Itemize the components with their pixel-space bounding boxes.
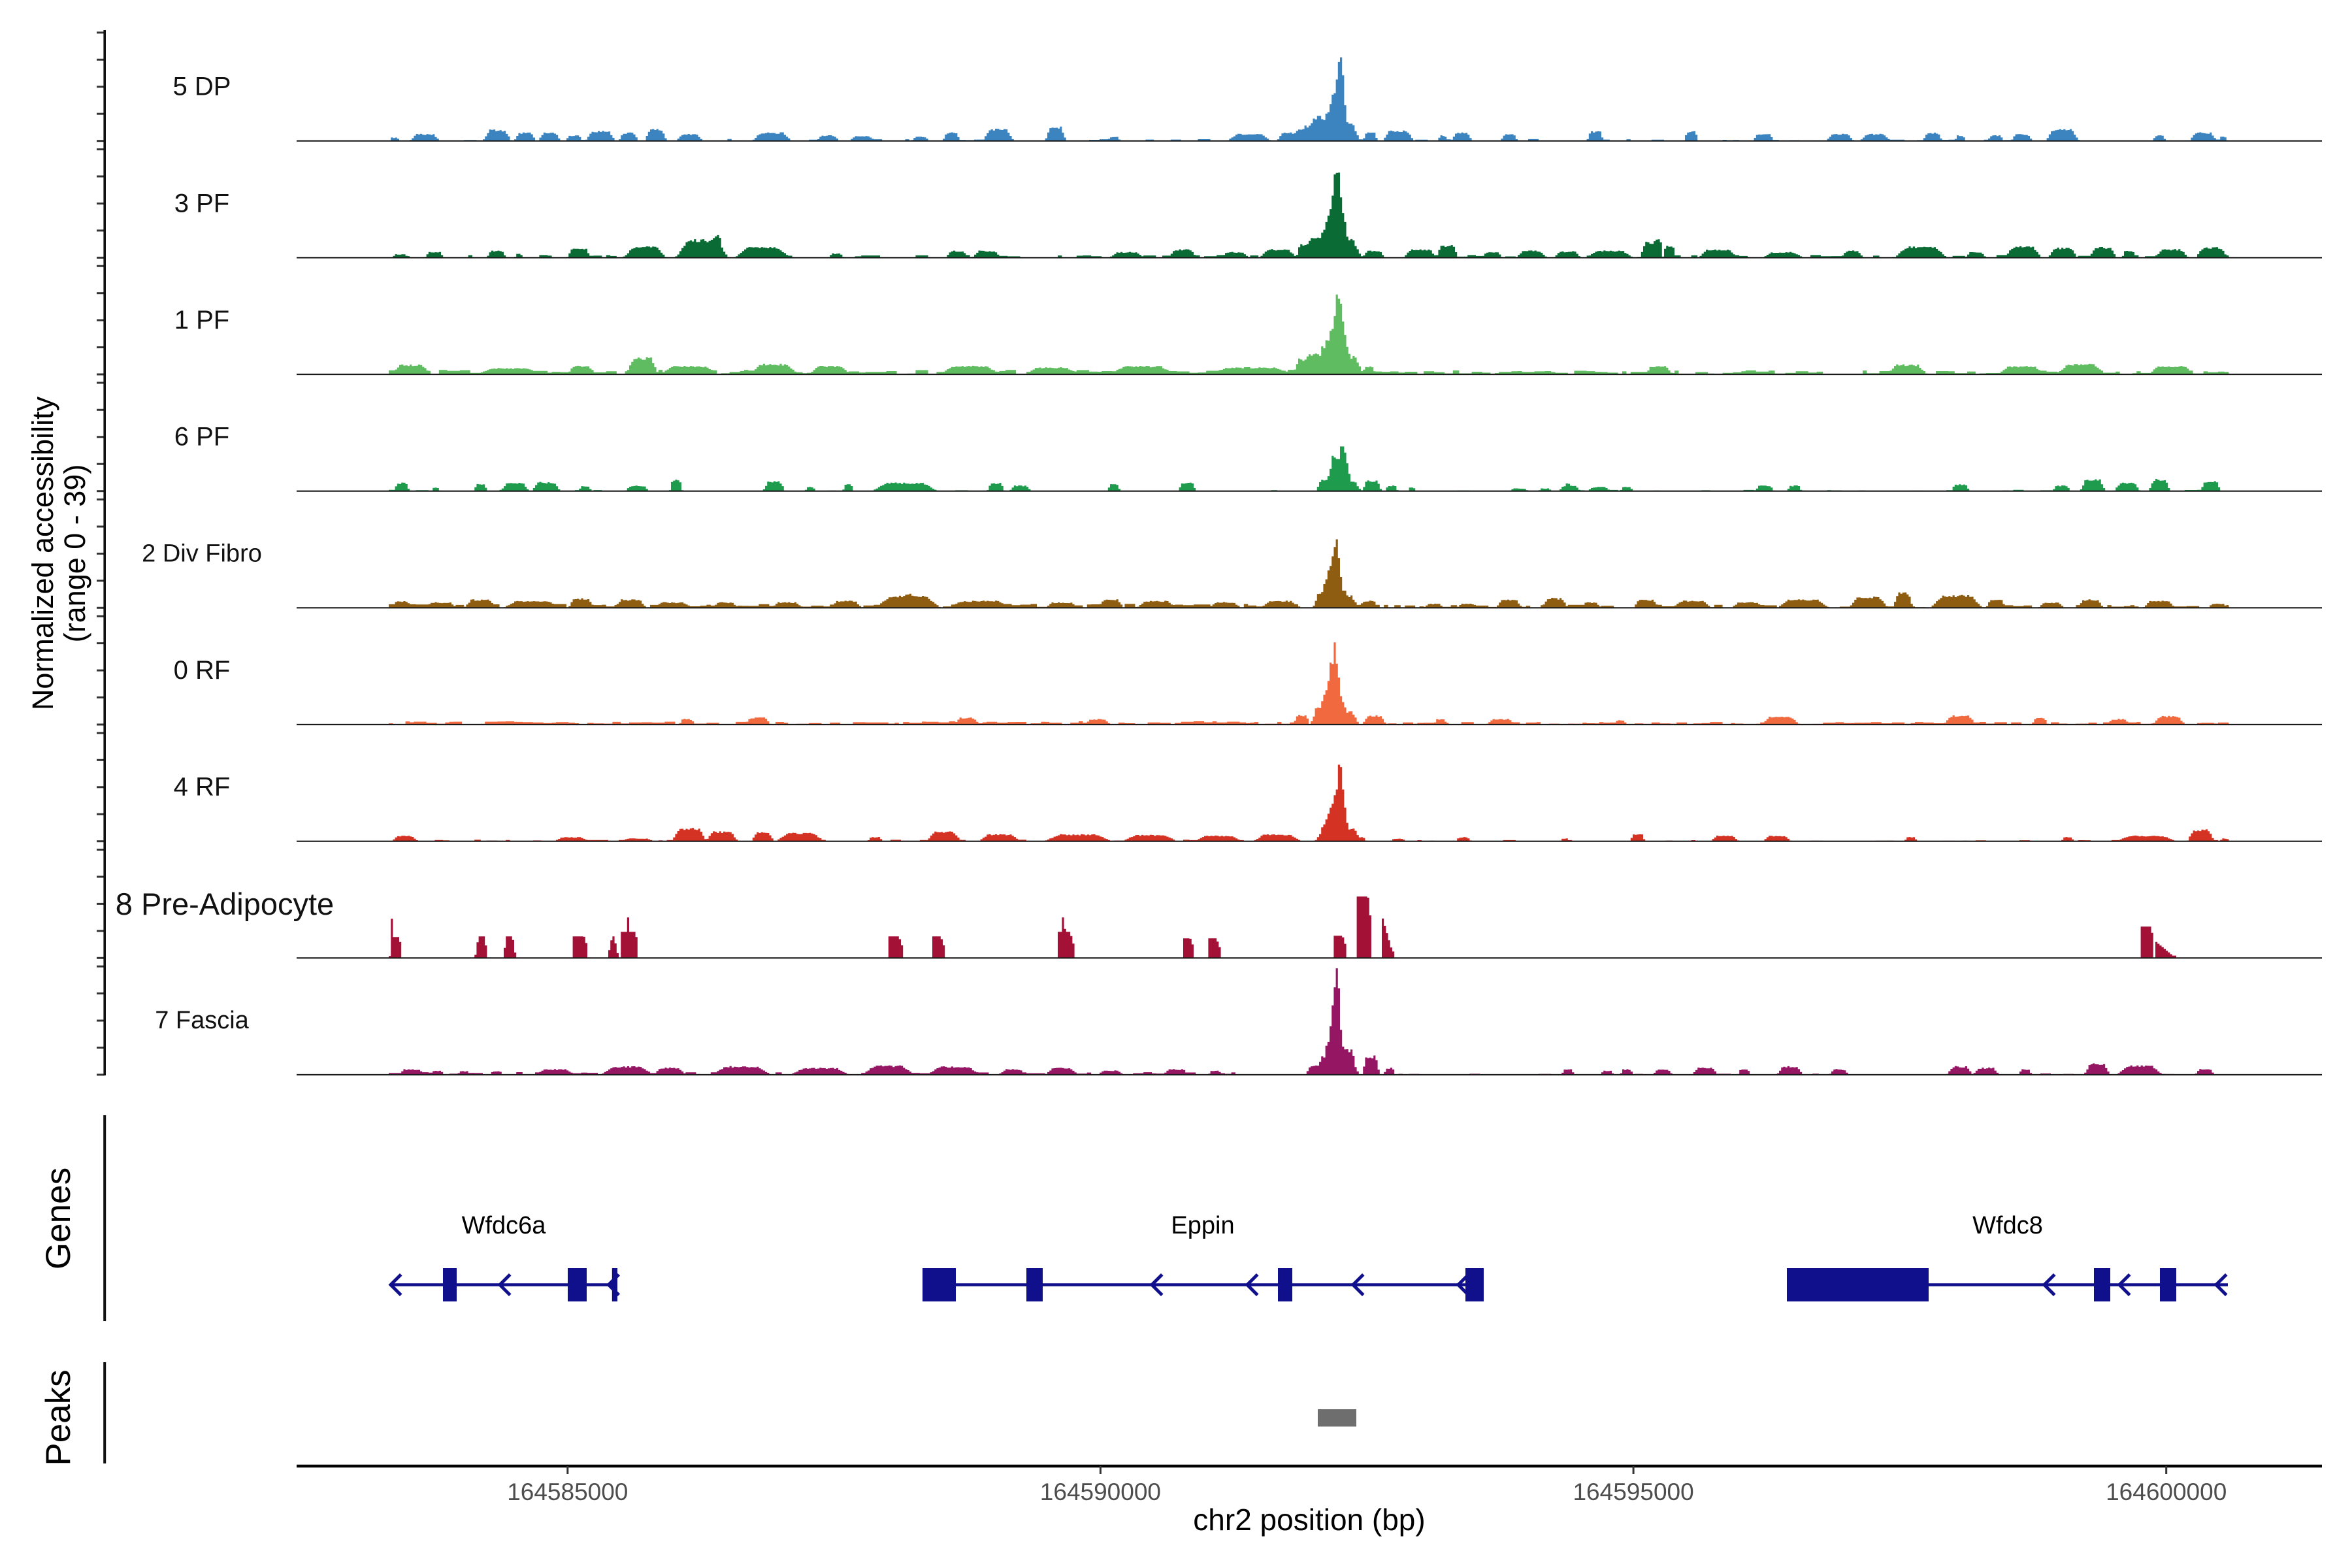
svg-text:Peaks: Peaks xyxy=(39,1369,78,1465)
svg-text:164590000: 164590000 xyxy=(1040,1478,1161,1505)
svg-text:Wfdc8: Wfdc8 xyxy=(1972,1212,2043,1239)
svg-text:8 Pre-Adipocyte: 8 Pre-Adipocyte xyxy=(116,887,334,921)
svg-text:2 Div Fibro: 2 Div Fibro xyxy=(142,540,262,567)
svg-text:Eppin: Eppin xyxy=(1171,1212,1234,1239)
svg-text:(range 0 - 39): (range 0 - 39) xyxy=(58,465,91,643)
svg-text:6 PF: 6 PF xyxy=(174,423,229,451)
svg-text:4 RF: 4 RF xyxy=(174,773,231,802)
svg-text:164600000: 164600000 xyxy=(2106,1478,2227,1505)
svg-text:7 Fascia: 7 Fascia xyxy=(155,1007,249,1034)
svg-text:164585000: 164585000 xyxy=(507,1478,628,1505)
svg-text:0 RF: 0 RF xyxy=(174,656,231,685)
svg-text:Normalized accessibility: Normalized accessibility xyxy=(26,396,59,710)
svg-text:Genes: Genes xyxy=(39,1168,78,1269)
svg-text:5 DP: 5 DP xyxy=(173,73,231,101)
svg-text:Wfdc6a: Wfdc6a xyxy=(462,1212,547,1239)
svg-text:chr2 position (bp): chr2 position (bp) xyxy=(1193,1503,1425,1537)
svg-text:1 PF: 1 PF xyxy=(174,306,229,335)
svg-text:164595000: 164595000 xyxy=(1573,1478,1693,1505)
svg-text:3 PF: 3 PF xyxy=(174,189,229,218)
